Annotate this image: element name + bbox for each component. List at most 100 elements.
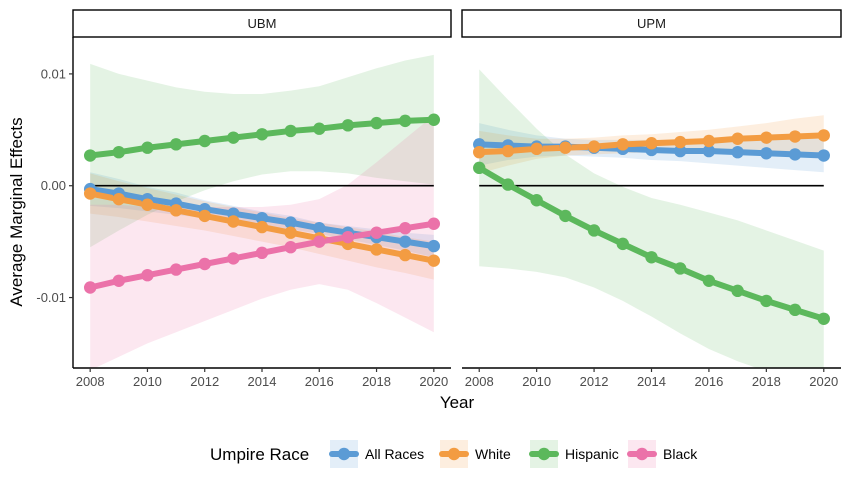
upm-point-hispanic-2011 [559, 209, 572, 223]
upm-point-white-2017 [731, 132, 744, 145]
upm-point-white-2015 [674, 135, 687, 149]
legend-item-white: White [439, 440, 511, 468]
ubm-point-black-2011 [169, 263, 183, 276]
y-tick-label-2: 0.01 [41, 66, 66, 81]
upm-point-hispanic-2020 [817, 312, 830, 325]
panel-title-ubm: UBM [248, 16, 277, 31]
upm-point-hispanic-2017 [731, 284, 744, 298]
ubm-point-black-2018 [370, 226, 383, 239]
upm-point-hispanic-2010 [530, 194, 543, 207]
upm-x-tick-label-2012: 2012 [580, 374, 609, 389]
ubm-point-white-2019 [398, 248, 412, 262]
ubm-x-tick-label-2018: 2018 [362, 374, 391, 389]
upm-point-hispanic-2008 [473, 161, 486, 175]
upm-point-all-races-2016 [702, 144, 716, 158]
upm-confidence-bands [479, 69, 824, 368]
legend-item-all-races: All Races [329, 440, 424, 468]
upm-point-white-2013 [616, 138, 629, 151]
ubm-series-points [83, 113, 441, 294]
ubm-point-hispanic-2016 [313, 122, 326, 135]
ubm-point-hispanic-2010 [141, 141, 154, 154]
upm-point-all-races-2020 [817, 149, 830, 162]
panel-upm: UPM 2008 2010 2012 2014 2016 2018 2020 [461, 9, 842, 389]
ubm-x-axis: 2008 2010 2012 2014 2016 2018 2020 [73, 367, 451, 389]
x-axis-title: Year [440, 393, 475, 412]
ubm-point-white-2014 [255, 220, 269, 234]
upm-point-white-2012 [587, 140, 601, 153]
ubm-point-black-2010 [141, 268, 154, 282]
ubm-x-tick-label-2008: 2008 [76, 374, 105, 389]
legend-label-all-races: All Races [365, 446, 424, 462]
legend-key-point-black [635, 447, 649, 461]
ubm-x-tick-label-2016: 2016 [305, 374, 334, 389]
upm-band-hispanic [479, 69, 824, 368]
ubm-point-black-2016 [313, 235, 326, 248]
ubm-point-hispanic-2008 [83, 149, 97, 162]
legend: Umpire Race All Races White Hispanic Black [210, 440, 698, 468]
ubm-point-hispanic-2014 [255, 128, 269, 141]
ubm-point-black-2019 [398, 222, 412, 235]
legend-key-point-white [447, 447, 461, 461]
ubm-point-white-2008 [83, 187, 97, 200]
ubm-x-tick-label-2012: 2012 [190, 374, 219, 389]
ubm-point-white-2015 [284, 226, 297, 239]
y-tick-label-1: 0.00 [41, 178, 66, 193]
y-axis-title: Average Marginal Effects [7, 117, 26, 306]
legend-item-black: Black [627, 440, 698, 468]
upm-point-all-races-2018 [760, 147, 773, 160]
upm-x-tick-label-2010: 2010 [522, 374, 551, 389]
ubm-point-white-2011 [169, 204, 183, 217]
ubm-x-tick-label-2010: 2010 [133, 374, 162, 389]
upm-point-white-2018 [760, 131, 773, 144]
ubm-point-all-races-2014 [255, 211, 269, 225]
upm-point-all-races-2017 [731, 145, 744, 159]
ubm-point-black-2017 [341, 230, 355, 244]
ubm-point-all-races-2015 [284, 216, 297, 229]
upm-point-hispanic-2014 [645, 251, 658, 264]
upm-point-hispanic-2018 [760, 294, 773, 308]
panel-strip-ubm [72, 9, 452, 38]
ubm-point-hispanic-2019 [398, 114, 412, 128]
upm-point-white-2009 [501, 144, 515, 158]
panel-title-upm: UPM [637, 16, 666, 31]
ubm-x-tick-label-2014: 2014 [248, 374, 277, 389]
legend-items: All Races White Hispanic Black [329, 440, 698, 468]
ubm-point-white-2009 [112, 192, 126, 206]
ubm-point-black-2009 [112, 274, 126, 287]
ubm-point-white-2020 [427, 254, 441, 267]
upm-point-all-races-2015 [674, 144, 687, 158]
legend-title: Umpire Race [210, 445, 309, 464]
upm-x-tick-label-2014: 2014 [637, 374, 666, 389]
upm-x-tick-label-2016: 2016 [694, 374, 723, 389]
ubm-point-black-2012 [198, 257, 211, 271]
upm-point-hispanic-2016 [702, 274, 716, 287]
ubm-point-black-2014 [255, 246, 269, 260]
upm-x-axis: 2008 2010 2012 2014 2016 2018 2020 [462, 367, 841, 389]
ubm-point-white-2018 [370, 243, 383, 256]
ubm-point-hispanic-2013 [227, 131, 240, 144]
ubm-point-all-races-2019 [398, 235, 412, 248]
legend-key-point-all-races [337, 447, 351, 461]
legend-label-hispanic: Hispanic [565, 446, 619, 462]
upm-point-white-2010 [530, 142, 543, 156]
ubm-point-hispanic-2012 [198, 134, 211, 148]
ubm-point-hispanic-2009 [112, 145, 126, 159]
legend-label-white: White [475, 446, 511, 462]
upm-point-white-2014 [645, 137, 658, 150]
y-axis: -0.01 0.00 0.01 Average Marginal Effects [7, 37, 74, 368]
ubm-point-black-2013 [227, 252, 240, 265]
ubm-point-white-2012 [198, 209, 211, 223]
ubm-point-white-2010 [141, 198, 154, 211]
upm-point-white-2020 [817, 129, 830, 142]
upm-point-hispanic-2015 [674, 262, 687, 275]
panel-strip-upm [461, 9, 842, 38]
upm-point-white-2019 [788, 130, 802, 143]
legend-label-black: Black [663, 446, 698, 462]
ubm-point-all-races-2016 [313, 222, 326, 235]
ubm-point-black-2020 [427, 217, 441, 230]
ubm-band-black [90, 115, 434, 368]
upm-series-points [473, 129, 830, 325]
ubm-point-all-races-2020 [427, 239, 441, 253]
upm-x-tick-label-2020: 2020 [809, 374, 838, 389]
